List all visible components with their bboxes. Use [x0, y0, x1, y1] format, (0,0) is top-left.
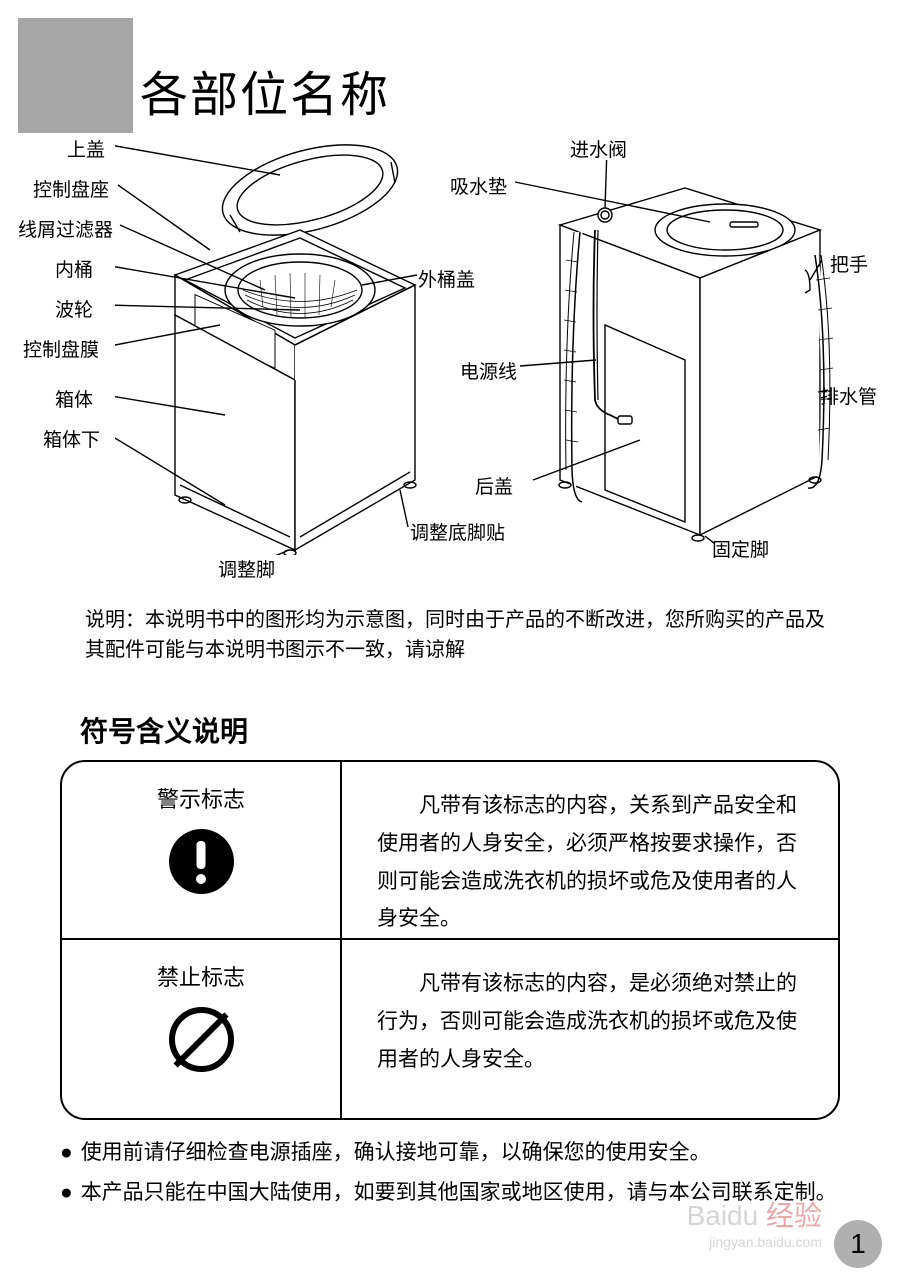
symbol-cell-warning-left: 警示标志 — [62, 762, 342, 938]
warning-label: 警示标志 — [157, 782, 245, 814]
label-inlet-valve: 进水阀 — [570, 135, 627, 162]
washer-rear-svg — [510, 160, 850, 560]
label-lid: 上盖 — [67, 135, 105, 162]
bullet-item: ● 使用前请仔细检查电源插座，确认接地可靠，以确保您的使用安全。 — [60, 1135, 860, 1171]
label-pulsator: 波轮 — [55, 295, 93, 322]
label-control-base: 控制盘座 — [33, 175, 109, 202]
bullet-text: 使用前请仔细检查电源插座，确认接地可靠，以确保您的使用安全。 — [81, 1135, 711, 1171]
washer-front-svg — [115, 135, 435, 555]
label-control-membrane: 控制盘膜 — [23, 335, 99, 362]
warning-icon — [169, 829, 234, 894]
label-handle: 把手 — [830, 250, 868, 277]
wm-url: jingyan.baidu.com — [687, 1234, 822, 1250]
label-back-cover: 后盖 — [475, 472, 513, 499]
header-gray-box — [18, 18, 133, 133]
section-symbol-title: 符号含义说明 — [80, 710, 248, 750]
watermark: Baidu 经验 jingyan.baidu.com — [687, 1194, 822, 1250]
parts-diagram: 上盖 控制盘座 线屑过滤器 内桶 波轮 控制盘膜 箱体 箱体下 外桶盖 调整脚 … — [0, 135, 902, 575]
prohibit-icon — [169, 1007, 234, 1072]
label-adjust-foot-pad: 调整底脚贴 — [410, 518, 505, 545]
symbol-table: 警示标志 凡带有该标志的内容，关系到产品安全和使用者的人身安全，必须严格按要求操… — [60, 760, 840, 1120]
wm-brand: Baidu — [687, 1200, 759, 1231]
symbol-cell-prohibit-left: 禁止标志 — [62, 940, 342, 1118]
prohibit-desc: 凡带有该标志的内容，是必须绝对禁止的行为，否则可能会造成洗衣机的损坏或危及使用者… — [342, 940, 838, 1118]
label-water-pad: 吸水垫 — [450, 172, 507, 199]
label-drain-hose: 排水管 — [820, 382, 877, 409]
label-fixed-foot: 固定脚 — [712, 535, 769, 562]
label-cabinet: 箱体 — [55, 385, 93, 412]
label-inner-tub: 内桶 — [55, 255, 93, 282]
label-cabinet-lower: 箱体下 — [43, 425, 100, 452]
label-lint-filter: 线屑过滤器 — [18, 215, 113, 242]
wm-suffix: 经验 — [766, 1200, 822, 1231]
bullet-dot-icon: ● — [60, 1135, 73, 1171]
symbol-row-prohibit: 禁止标志 凡带有该标志的内容，是必须绝对禁止的行为，否则可能会造成洗衣机的损坏或… — [62, 940, 838, 1118]
page-title: 各部位名称 — [140, 55, 390, 125]
note-label: 说明： — [85, 609, 145, 631]
prohibit-label: 禁止标志 — [157, 960, 245, 992]
warning-desc: 凡带有该标志的内容，关系到产品安全和使用者的人身安全，必须严格按要求操作，否则可… — [342, 762, 838, 938]
label-outer-tub-cover: 外桶盖 — [418, 265, 475, 292]
label-adjust-foot: 调整脚 — [218, 555, 275, 582]
label-power-cord: 电源线 — [460, 357, 517, 384]
note-block: 说明：本说明书中的图形均为示意图，同时由于产品的不断改进，您所购买的产品及其配件… — [85, 605, 825, 665]
note-text: 本说明书中的图形均为示意图，同时由于产品的不断改进，您所购买的产品及其配件可能与… — [85, 609, 825, 661]
symbol-row-warning: 警示标志 凡带有该标志的内容，关系到产品安全和使用者的人身安全，必须严格按要求操… — [62, 762, 838, 940]
bullet-dot-icon: ● — [60, 1175, 73, 1211]
page-number: 1 — [834, 1220, 882, 1268]
